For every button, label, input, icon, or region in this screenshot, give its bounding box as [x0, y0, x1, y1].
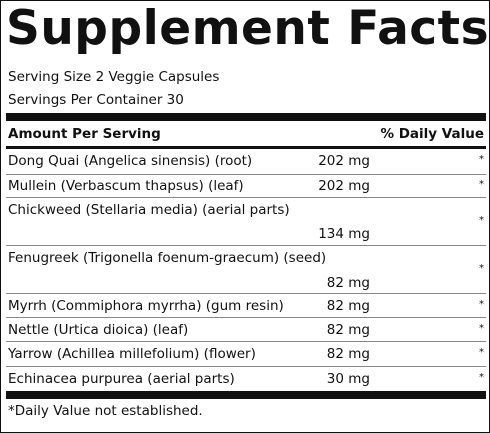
- row-divider: [6, 197, 486, 198]
- daily-value-marker: *: [479, 323, 484, 334]
- row-divider: [6, 293, 486, 294]
- daily-value-marker: *: [479, 372, 484, 383]
- ingredient-row: Yarrow (Achillea millefolium) (flower) 8…: [6, 342, 486, 367]
- row-divider: [6, 245, 486, 246]
- ingredient-name: Yarrow (Achillea millefolium) (flower): [8, 346, 256, 362]
- ingredient-name: Mullein (Verbascum thapsus) (leaf): [8, 178, 244, 194]
- ingredient-row: Nettle (Urtica dioica) (leaf) 82 mg *: [6, 318, 486, 342]
- daily-value-marker: *: [479, 263, 484, 274]
- panel-title: Supplement Facts: [6, 1, 490, 56]
- ingredient-row: Chickweed (Stellaria media) (aerial part…: [6, 198, 486, 246]
- ingredient-row: Mullein (Verbascum thapsus) (leaf) 202 m…: [6, 175, 486, 198]
- daily-value-header: % Daily Value: [380, 126, 484, 142]
- ingredient-row: Echinacea purpurea (aerial parts) 30 mg …: [6, 367, 486, 391]
- footnote: *Daily Value not established.: [8, 403, 203, 419]
- servings-per-container: Servings Per Container 30: [8, 92, 184, 108]
- ingredient-name: Fenugreek (Trigonella foenum-graecum) (s…: [8, 250, 327, 266]
- serving-size: Serving Size 2 Veggie Capsules: [8, 69, 220, 85]
- row-divider: [6, 174, 486, 175]
- thick-divider-top: [6, 113, 486, 121]
- ingredient-name: Chickweed (Stellaria media) (aerial part…: [8, 202, 290, 218]
- ingredient-amount: 134 mg: [318, 226, 370, 242]
- ingredient-name: Nettle (Urtica dioica) (leaf): [8, 322, 189, 338]
- ingredient-amount: 82 mg: [326, 346, 370, 362]
- header-divider: [6, 146, 486, 149]
- ingredient-amount: 30 mg: [326, 371, 370, 387]
- row-divider: [6, 366, 486, 367]
- thick-divider-bottom: [6, 391, 486, 399]
- ingredient-row: Fenugreek (Trigonella foenum-graecum) (s…: [6, 246, 486, 294]
- ingredient-row: Dong Quai (Angelica sinensis) (root) 202…: [6, 149, 486, 175]
- ingredient-name: Myrrh (Commiphora myrrha) (gum resin): [8, 298, 284, 314]
- daily-value-marker: *: [479, 299, 484, 310]
- ingredient-amount: 82 mg: [326, 298, 370, 314]
- daily-value-marker: *: [479, 179, 484, 190]
- ingredient-name: Dong Quai (Angelica sinensis) (root): [8, 153, 253, 169]
- daily-value-marker: *: [479, 215, 484, 226]
- ingredient-name: Echinacea purpurea (aerial parts): [8, 371, 235, 387]
- amount-per-serving-header: Amount Per Serving: [8, 126, 161, 142]
- ingredient-amount: 202 mg: [318, 178, 370, 194]
- ingredient-row: Myrrh (Commiphora myrrha) (gum resin) 82…: [6, 294, 486, 318]
- daily-value-marker: *: [479, 154, 484, 165]
- ingredient-amount: 82 mg: [326, 275, 370, 291]
- row-divider: [6, 317, 486, 318]
- row-divider: [6, 341, 486, 342]
- ingredient-amount: 82 mg: [326, 322, 370, 338]
- ingredient-amount: 202 mg: [318, 153, 370, 169]
- daily-value-marker: *: [479, 347, 484, 358]
